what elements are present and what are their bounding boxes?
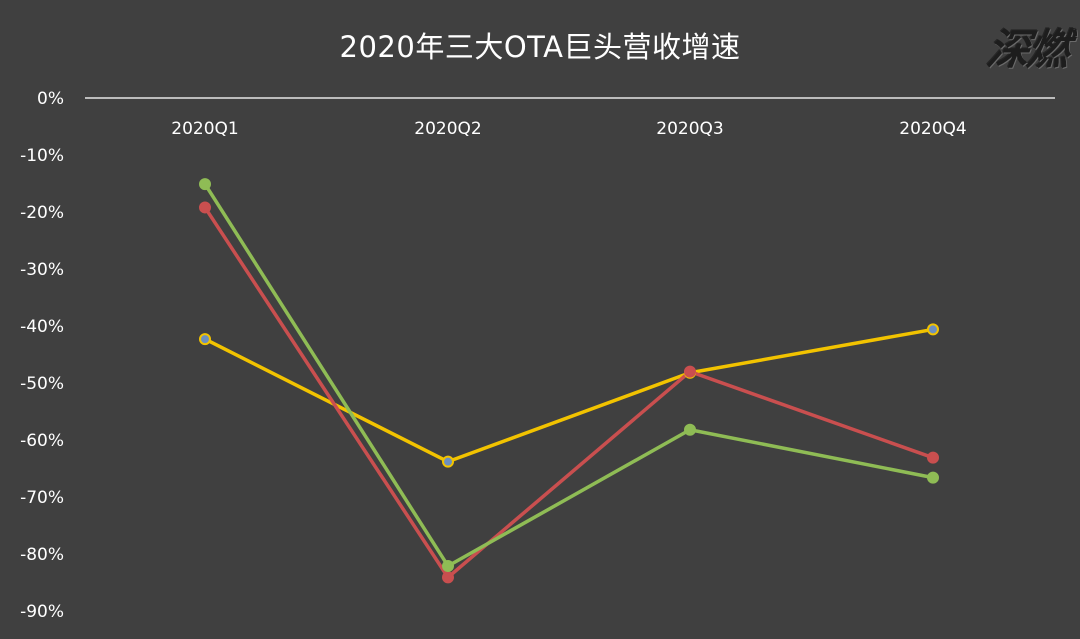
chart-title: 2020年三大OTA巨头营收增速 (339, 30, 741, 64)
y-tick-label: -80% (20, 545, 64, 565)
x-tick-label: 2020Q2 (414, 119, 481, 139)
series-2-point (927, 451, 939, 464)
y-tick-label: -20% (20, 203, 64, 223)
x-tick-label: 2020Q4 (899, 119, 966, 139)
x-tick-label: 2020Q1 (171, 119, 238, 139)
y-tick-label: 0% (37, 89, 64, 109)
series-1-point (927, 323, 939, 336)
series-3-point (199, 178, 211, 191)
series-1-point (442, 455, 454, 468)
series-2-point (684, 365, 696, 378)
y-tick-label: -40% (20, 317, 64, 337)
series-2-point (442, 571, 454, 584)
series-3-point (684, 423, 696, 436)
series-2-point (199, 201, 211, 214)
y-tick-label: -50% (20, 374, 64, 394)
y-tick-label: -30% (20, 260, 64, 280)
series-3-line (203, 182, 935, 568)
series-3-point (927, 471, 939, 484)
series-2-line (203, 205, 935, 580)
series-3-point (442, 559, 454, 572)
series-1-line (203, 327, 935, 464)
y-tick-label: -90% (20, 602, 64, 622)
series-1-point (199, 333, 211, 346)
x-tick-label: 2020Q3 (656, 119, 723, 139)
y-tick-label: -60% (20, 431, 64, 451)
y-tick-label: -70% (20, 488, 64, 508)
y-tick-label: -10% (20, 146, 64, 166)
